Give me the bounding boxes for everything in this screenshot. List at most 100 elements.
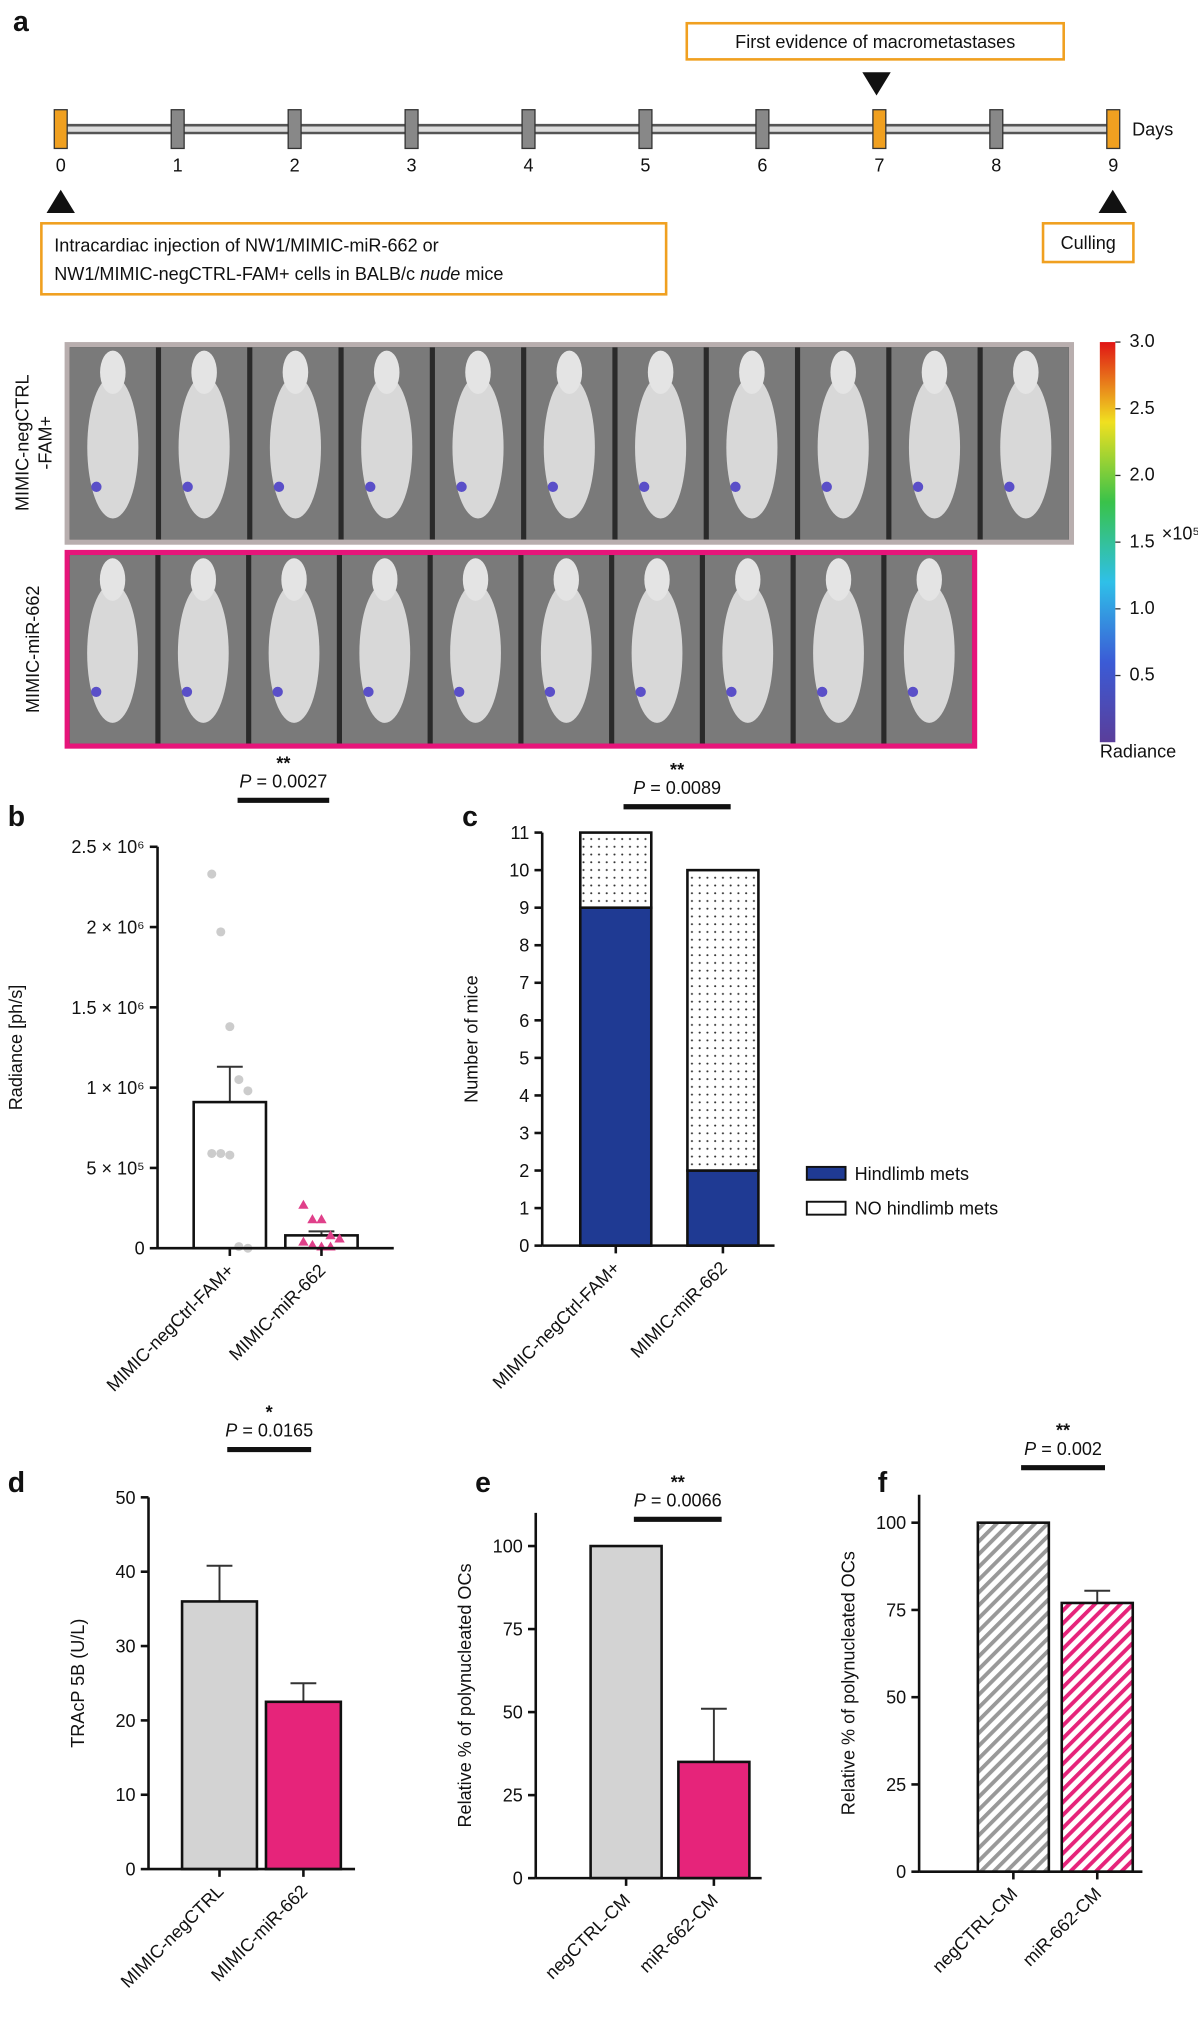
significance: ** xyxy=(670,760,685,780)
signal xyxy=(907,686,919,698)
timeline-fill xyxy=(60,126,1113,132)
annotation: mice xyxy=(460,264,503,284)
day-marker xyxy=(404,109,419,150)
y-tick-label: 9 xyxy=(519,898,529,918)
mouse xyxy=(178,376,230,519)
data-point xyxy=(234,1075,244,1085)
annotation: NW1/MIMIC-negCTRL-FAM+ cells in BALB/c xyxy=(54,264,420,284)
day-marker xyxy=(872,109,887,150)
mouse xyxy=(359,583,411,723)
data-point xyxy=(207,869,217,879)
day-marker xyxy=(1106,109,1121,150)
colorbar-tick-label: 1.0 xyxy=(1130,598,1155,618)
mouse-head xyxy=(921,350,948,395)
x-tick-label: MIMIC-miR-662 xyxy=(225,1260,329,1364)
data-point xyxy=(316,1214,327,1224)
x-tick-label: MIMIC-miR-662 xyxy=(627,1258,731,1362)
mouse xyxy=(908,376,961,519)
data-point xyxy=(243,1086,253,1096)
y-tick-label: 20 xyxy=(116,1711,136,1731)
mouse-head xyxy=(1013,350,1039,395)
y-tick-label: 50 xyxy=(116,1488,136,1508)
day-label: 1 xyxy=(173,156,183,176)
y-tick-label: 100 xyxy=(876,1513,906,1533)
mouse-head xyxy=(372,558,398,601)
y-tick-label: 10 xyxy=(116,1785,136,1805)
arrow xyxy=(862,72,891,96)
signal xyxy=(363,686,374,698)
mouse xyxy=(813,583,864,723)
day-label: 5 xyxy=(640,156,650,176)
day-label: 2 xyxy=(290,156,300,176)
y-tick-label: 1.5 × 10⁶ xyxy=(71,998,144,1018)
p-rest: = 0.002 xyxy=(1036,1439,1102,1459)
y-tick-label: 7 xyxy=(519,973,529,993)
annotation: Intracardiac injection of NW1/MIMIC-miR-… xyxy=(54,236,438,256)
x-tick-label: negCTRL-CM xyxy=(541,1890,634,1983)
mouse-head xyxy=(647,350,674,395)
mouse-head xyxy=(830,350,856,395)
row-label: MIMIC-negCTRL xyxy=(12,374,32,511)
y-tick-label: 75 xyxy=(503,1620,523,1640)
data-point xyxy=(298,1199,309,1209)
x-tick-label: negCTRL-CM xyxy=(928,1884,1021,1977)
mouse xyxy=(722,583,774,723)
legend-label: NO hindlimb mets xyxy=(855,1199,999,1219)
p-symbol: P xyxy=(634,1490,646,1510)
day-marker xyxy=(287,109,302,150)
mouse-head xyxy=(556,350,583,395)
data-point xyxy=(234,1242,244,1252)
y-tick-label: 40 xyxy=(116,1562,136,1582)
mouse xyxy=(543,376,595,519)
mouse xyxy=(726,376,778,519)
p-rest: = 0.0066 xyxy=(646,1490,722,1510)
mouse xyxy=(631,583,683,723)
bar-segment xyxy=(578,906,653,1247)
colorbar-exponent: ×10⁵ xyxy=(1162,524,1198,544)
signal xyxy=(181,686,193,698)
data-point xyxy=(334,1233,345,1243)
y-tick-label: 0 xyxy=(513,1869,523,1889)
y-tick-label: 0 xyxy=(126,1860,136,1880)
bar-segment xyxy=(578,831,653,909)
mouse xyxy=(540,583,592,723)
significance: ** xyxy=(1056,1421,1071,1441)
y-tick-label: 75 xyxy=(886,1600,906,1620)
colorbar-label: Radiance xyxy=(1100,742,1176,762)
y-tick-label: 5 xyxy=(519,1048,529,1068)
p-value: P = 0.0089 xyxy=(633,778,721,798)
y-tick-label: 3 xyxy=(519,1123,529,1143)
y-tick-label: 30 xyxy=(116,1637,136,1657)
y-tick-label: 4 xyxy=(519,1086,529,1106)
significance: ** xyxy=(276,753,291,773)
colorbar-tick-label: 2.5 xyxy=(1130,398,1155,418)
mouse-head xyxy=(916,558,942,601)
legend-swatch xyxy=(805,1165,847,1181)
p-value: P = 0.0027 xyxy=(239,771,327,791)
data-point xyxy=(225,1150,235,1160)
signal xyxy=(730,481,741,493)
y-axis-label: Radiance [ph/s] xyxy=(6,985,26,1111)
day-label: 4 xyxy=(523,156,533,176)
mouse-head xyxy=(644,558,670,601)
bar xyxy=(677,1760,751,1880)
mouse-head xyxy=(281,558,307,601)
y-tick-label: 8 xyxy=(519,936,529,956)
mouse xyxy=(87,583,138,723)
signal xyxy=(91,481,102,493)
legend-label: Hindlimb mets xyxy=(855,1164,969,1184)
panel-letter: e xyxy=(475,1467,491,1499)
y-tick-label: 2.5 × 10⁶ xyxy=(71,837,144,857)
mouse xyxy=(450,583,501,723)
mouse-head xyxy=(553,558,579,601)
p-symbol: P xyxy=(1024,1439,1036,1459)
p-symbol: P xyxy=(633,778,645,798)
day-marker xyxy=(755,109,770,150)
y-tick-label: 1 xyxy=(519,1199,529,1219)
data-point xyxy=(225,1022,235,1032)
y-tick-label: 50 xyxy=(886,1688,906,1708)
y-axis-label: TRAcP 5B (U/L) xyxy=(68,1619,88,1748)
mouse xyxy=(635,376,687,519)
y-tick-label: 25 xyxy=(886,1775,906,1795)
day-label: 9 xyxy=(1108,156,1118,176)
